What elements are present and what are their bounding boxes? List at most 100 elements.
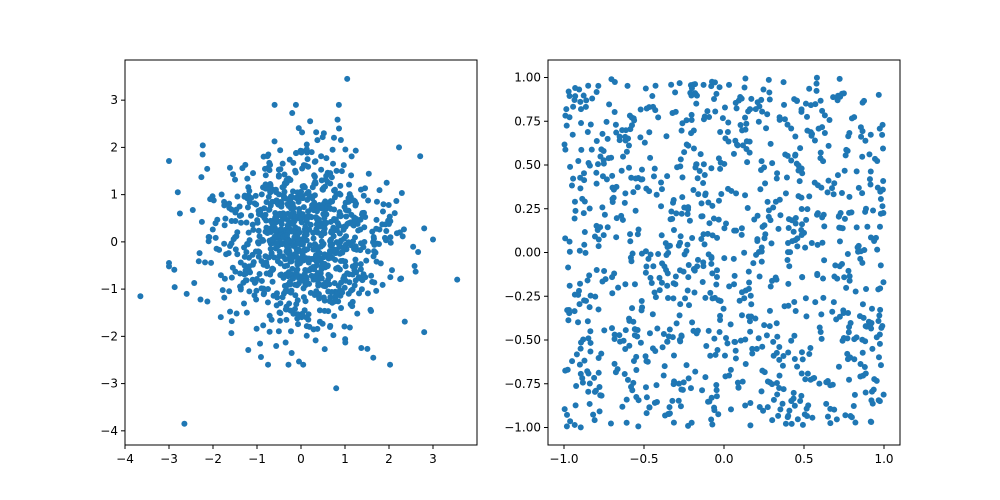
data-point <box>867 322 874 329</box>
x-tick-label: 0.5 <box>794 452 813 466</box>
data-point <box>622 190 629 197</box>
data-point <box>217 272 224 279</box>
data-point <box>830 191 837 198</box>
data-point <box>304 156 311 163</box>
data-point <box>628 174 635 181</box>
data-point <box>336 125 342 132</box>
data-point <box>344 221 351 228</box>
data-point <box>864 223 871 230</box>
data-point <box>746 279 753 286</box>
data-point <box>694 256 701 263</box>
data-point <box>591 417 598 424</box>
data-point <box>287 196 294 203</box>
data-point <box>797 397 804 404</box>
data-point <box>585 159 592 166</box>
data-point <box>288 350 295 357</box>
data-point <box>845 329 852 336</box>
data-point <box>836 263 843 270</box>
data-point <box>859 349 866 356</box>
data-point <box>305 255 312 262</box>
data-point <box>593 180 600 187</box>
data-point <box>570 103 577 110</box>
data-point <box>311 173 318 180</box>
data-point <box>577 280 584 287</box>
data-point <box>748 301 755 308</box>
data-point <box>653 191 660 198</box>
data-point <box>852 419 859 426</box>
data-point <box>731 281 738 288</box>
data-point <box>831 180 838 187</box>
data-point <box>876 223 883 230</box>
data-point <box>245 347 252 354</box>
data-point <box>260 291 267 298</box>
data-point <box>566 248 573 255</box>
data-point <box>692 368 699 375</box>
data-point <box>267 202 274 209</box>
data-point <box>764 198 771 205</box>
data-point <box>586 205 593 212</box>
data-point <box>580 210 587 217</box>
data-point <box>563 122 570 129</box>
data-point <box>360 244 367 251</box>
data-point <box>763 332 770 339</box>
data-point <box>821 223 828 230</box>
data-point <box>303 141 310 148</box>
data-point <box>734 141 741 148</box>
data-point <box>796 178 803 185</box>
y-tick-label: −2 <box>100 329 118 343</box>
data-point <box>622 327 629 334</box>
data-point <box>601 211 608 218</box>
data-point <box>638 307 645 314</box>
data-point <box>774 333 781 340</box>
data-point <box>665 295 672 302</box>
data-point <box>773 320 780 327</box>
data-point <box>316 293 323 300</box>
data-point <box>236 203 243 210</box>
data-point <box>601 268 608 275</box>
data-point <box>781 303 788 310</box>
data-point <box>617 338 624 345</box>
data-point <box>570 175 577 182</box>
data-point <box>824 189 831 196</box>
data-point <box>250 259 257 266</box>
data-point <box>825 142 832 149</box>
data-point <box>218 191 225 198</box>
data-point <box>577 174 584 181</box>
data-point <box>238 212 245 219</box>
data-point <box>694 175 701 182</box>
data-point <box>807 345 814 352</box>
data-point <box>613 129 620 136</box>
data-point <box>571 421 578 428</box>
data-point <box>336 230 343 237</box>
data-point <box>704 230 711 237</box>
data-point <box>806 85 813 92</box>
data-point <box>365 170 372 177</box>
data-point <box>651 289 658 296</box>
data-point <box>717 165 724 172</box>
data-point <box>226 205 233 212</box>
data-point <box>812 101 819 108</box>
data-point <box>873 334 880 341</box>
data-point <box>613 215 620 222</box>
data-point <box>586 304 593 311</box>
data-point <box>825 177 832 184</box>
x-tick-label: 0.0 <box>714 452 733 466</box>
data-point <box>388 267 395 274</box>
data-point <box>829 308 836 315</box>
data-point <box>316 307 323 314</box>
data-point <box>834 97 841 104</box>
data-point <box>385 201 392 208</box>
data-point <box>630 189 637 196</box>
data-point <box>352 256 359 263</box>
data-point <box>693 330 700 337</box>
x-tick-label: −4 <box>116 452 134 466</box>
data-point <box>567 418 574 425</box>
data-point <box>573 351 580 358</box>
data-point <box>262 165 268 172</box>
data-point <box>862 323 869 330</box>
data-point <box>226 200 233 207</box>
data-point <box>699 387 706 394</box>
data-point <box>266 159 273 166</box>
data-point <box>295 246 302 253</box>
data-point <box>679 120 686 127</box>
